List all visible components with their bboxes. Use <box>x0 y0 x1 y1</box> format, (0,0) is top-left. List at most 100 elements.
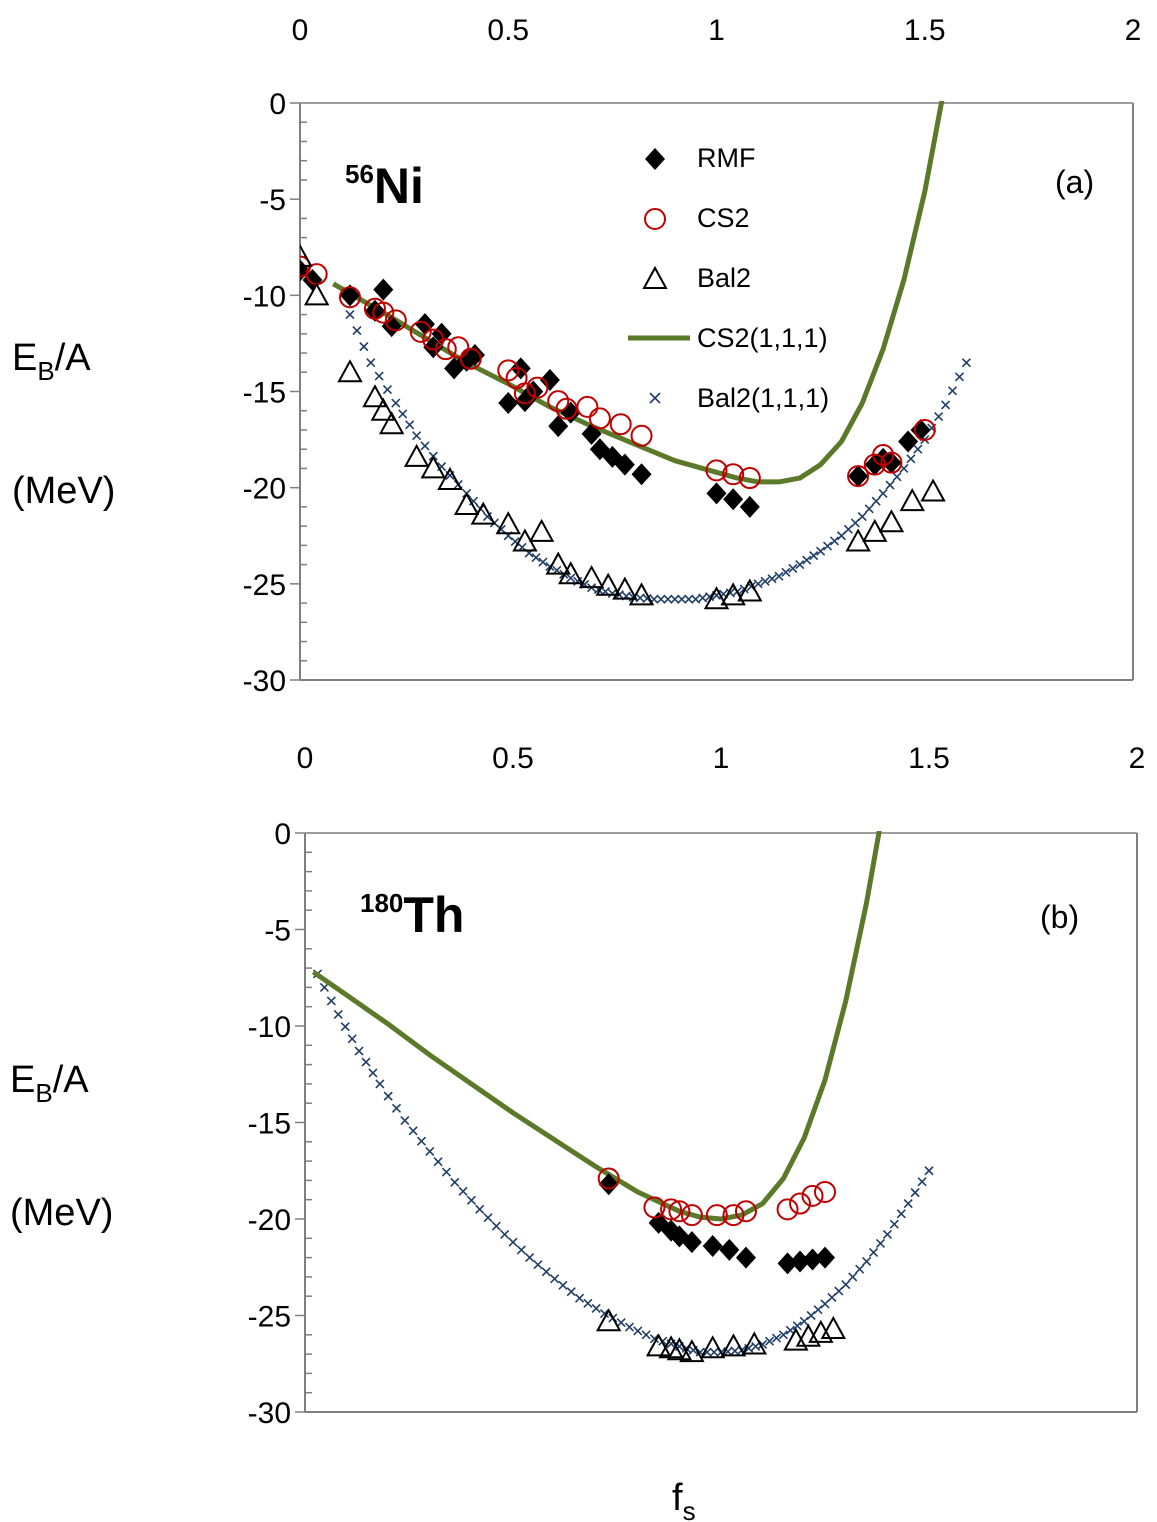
bal2-111-cross <box>836 531 847 541</box>
bal2-111-cross <box>382 385 393 395</box>
series-cs2 <box>300 255 936 490</box>
y-tick-label: -25 <box>243 569 286 602</box>
y-tick-label: -10 <box>243 280 286 313</box>
bal2-111-cross <box>663 594 673 604</box>
bal2-point <box>666 1337 693 1361</box>
bal2-111-cross <box>764 1336 775 1346</box>
bal2-point <box>658 1335 684 1359</box>
rmf-point <box>539 368 560 391</box>
bal2-point <box>737 578 763 602</box>
bal2-point <box>595 1308 622 1332</box>
cs2-point <box>409 320 432 343</box>
legend-rmf-marker <box>645 148 665 170</box>
bal2-111-cross <box>538 557 548 567</box>
bal2-point <box>920 478 946 502</box>
nucleus-symbol: Ni <box>374 158 424 214</box>
bal2-point <box>878 509 905 533</box>
bal2-point <box>420 455 446 479</box>
cs2-point <box>789 1192 812 1215</box>
cs2-point <box>630 424 653 447</box>
bal2-point <box>578 564 605 589</box>
rmf-point <box>339 284 360 307</box>
bal2-111-cross <box>792 1321 802 1331</box>
bal2-111-cross <box>616 1318 626 1328</box>
bal2-point <box>437 466 463 490</box>
bal2-111-cross <box>781 567 791 577</box>
bal2-111-cross <box>744 1343 754 1353</box>
y-axis-unit: (MeV) <box>10 1192 113 1234</box>
bal2-111-cross <box>483 1213 493 1223</box>
bal2-111-cross <box>709 1347 719 1357</box>
cs2-point <box>372 301 395 324</box>
bal2-point <box>403 443 430 467</box>
bal2-111-cross <box>491 1221 501 1231</box>
bal2-111-cross <box>374 371 384 381</box>
bal2-111-cross <box>508 1237 518 1247</box>
bal2-111-cross <box>375 1079 385 1089</box>
bal2-111-cross <box>574 1293 585 1303</box>
rmf-point <box>739 495 760 518</box>
bal2-111-cross <box>913 444 923 454</box>
y-tick-label: -5 <box>264 915 291 948</box>
bal2-111-cross <box>354 1046 364 1056</box>
cs2-point <box>668 1200 691 1223</box>
bal2-111-cross <box>871 496 881 506</box>
bal2-111-cross <box>823 541 833 551</box>
bal2-point <box>558 561 584 585</box>
rmf-point <box>548 415 569 438</box>
bal2-111-cross <box>795 560 805 570</box>
bal2-111-cross <box>416 1136 427 1146</box>
bal2-111-cross <box>778 1330 788 1340</box>
cs2-point <box>459 347 482 370</box>
bal2-111-cross <box>558 1280 568 1290</box>
cs2-point <box>513 382 536 405</box>
bal2-111-cross <box>441 1167 452 1177</box>
bal2-111-cross <box>475 1204 485 1214</box>
bal2-111-cross <box>892 472 902 482</box>
bal2-point <box>300 243 313 267</box>
bal2-111-cross <box>820 1299 830 1309</box>
bal2-point <box>595 572 621 596</box>
rmf-point <box>498 392 519 415</box>
x-axis-label-sub: s <box>683 1496 696 1522</box>
bal2-point <box>699 1335 726 1359</box>
bal2-111-cross <box>450 1177 460 1187</box>
bal2-111-cross <box>862 1256 872 1267</box>
legend-label: CS2(1,1,1) <box>697 323 828 353</box>
bal2-point <box>370 397 396 421</box>
panel-label: (b) <box>1040 899 1079 935</box>
y-axis-unit: (MeV) <box>12 470 115 512</box>
cs2-point <box>434 338 457 361</box>
bal2-111-cross <box>857 511 867 522</box>
cs2-point <box>680 1204 703 1227</box>
bal2-point <box>628 582 655 606</box>
bal2-111-cross <box>398 409 408 419</box>
bal2-111-cross <box>855 1264 865 1274</box>
bal2-111-cross <box>903 1198 913 1209</box>
panel-label: (a) <box>1055 164 1094 200</box>
rmf-point <box>702 1235 723 1258</box>
rmf-point <box>790 1250 811 1273</box>
x-tick-label: 1.5 <box>904 14 946 47</box>
bal2-111-cross <box>345 310 355 320</box>
bal2-111-cross <box>864 504 874 514</box>
x-tick-label: 2 <box>1125 14 1142 47</box>
x-tick-label: 0.5 <box>492 742 534 775</box>
cs2-point <box>880 451 903 474</box>
bal2-111-cross <box>848 1272 858 1282</box>
bal2-111-cross <box>624 1322 635 1332</box>
cs2-point <box>913 418 936 441</box>
data-layer <box>300 101 971 610</box>
cs2-point <box>597 1167 620 1190</box>
legend-cs2-marker <box>644 208 666 230</box>
bal2-111-cross <box>566 573 576 583</box>
cs2-point <box>847 465 870 488</box>
rmf-point <box>614 453 635 476</box>
bal2-111-cross <box>400 1116 410 1126</box>
bal2-point <box>720 582 746 606</box>
rmf-point <box>777 1252 798 1275</box>
y-tick-label: -30 <box>243 665 286 698</box>
bal2-111-cross <box>753 579 763 589</box>
bal2-111-cross <box>868 1247 879 1258</box>
bal2-111-cross <box>816 546 826 556</box>
